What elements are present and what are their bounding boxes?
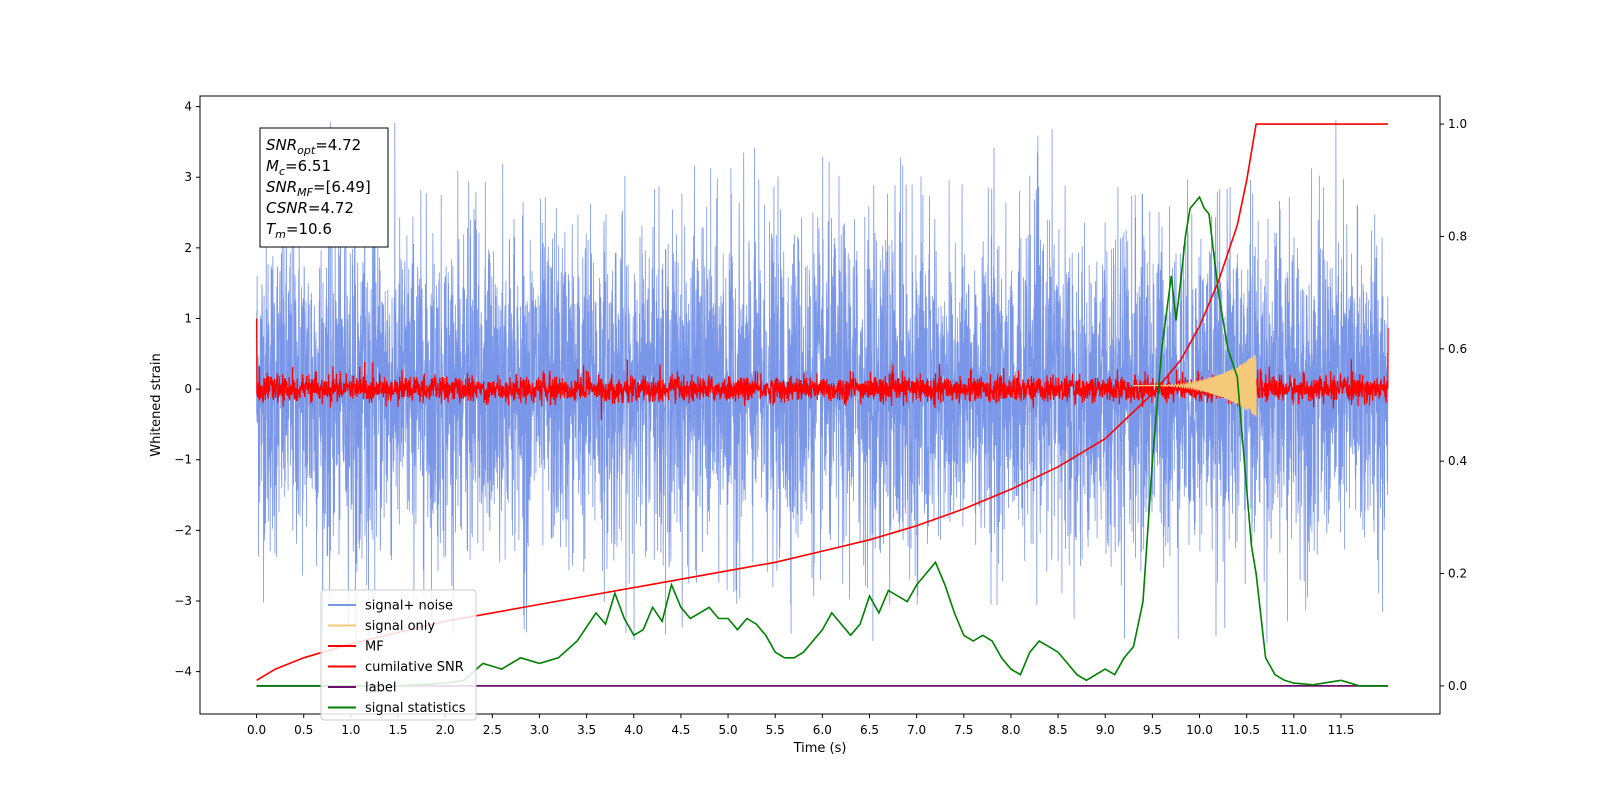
- x-tick-label: 10.0: [1186, 723, 1213, 737]
- y2-tick-label: 0.8: [1448, 229, 1467, 243]
- annotation-symbol: SNR: [266, 136, 297, 154]
- plot-frame: [199, 95, 1441, 715]
- y2-tick-label: 0.2: [1448, 567, 1467, 581]
- x-tick-label: 6.0: [813, 723, 832, 737]
- annotation-line: Mc=6.51: [266, 157, 331, 178]
- annotation-box: SNRopt=4.72Mc=6.51SNRMF=[6.49]CSNR=4.72T…: [259, 127, 389, 248]
- x-tick-label: 0.0: [247, 723, 266, 737]
- legend-item: signal only: [328, 619, 435, 634]
- annotation-value: =6.51: [285, 157, 331, 175]
- y2-tick-label: 0.6: [1448, 342, 1467, 356]
- annotation-symbol: CSNR: [266, 199, 308, 217]
- annotation-value: =4.72: [315, 136, 361, 154]
- legend: signal+ noise signal only MF cumilative SNR…: [320, 589, 477, 721]
- legend-item: signal statistics: [328, 701, 466, 716]
- x-tick-label: 0.5: [294, 723, 313, 737]
- y-tick-label: 0: [184, 382, 192, 396]
- x-tick-label: 8.0: [1001, 723, 1020, 737]
- x-axis-label: Time (s): [793, 741, 847, 756]
- x-tick-label: 11.0: [1280, 723, 1307, 737]
- series-signal-statistics: [256, 195, 1389, 687]
- y-tick-label: −1: [174, 453, 192, 467]
- y-tick-label: −4: [174, 665, 192, 679]
- legend-label: signal+ noise: [365, 599, 453, 614]
- x-tick-label: 1.0: [341, 723, 360, 737]
- x-tick-label: 6.5: [860, 723, 879, 737]
- annotation-value: =10.6: [286, 220, 332, 238]
- y-tick-label: 1: [184, 311, 192, 325]
- x-tick-label: 11.5: [1328, 723, 1355, 737]
- x-tick-label: 4.5: [671, 723, 690, 737]
- x-tick-label: 7.5: [954, 723, 973, 737]
- y-axis-label: Whitened strain: [149, 353, 164, 456]
- legend-label: signal statistics: [365, 701, 466, 716]
- annotation-symbol: SNR: [266, 178, 297, 196]
- annotation-subscript: opt: [297, 144, 316, 157]
- x-tick-label: 8.5: [1049, 723, 1068, 737]
- series-mf: [256, 318, 1389, 420]
- y-tick-label: 2: [184, 241, 192, 255]
- annotation-subscript: m: [275, 228, 286, 241]
- annotation-symbol: M: [266, 157, 279, 175]
- legend-label: label: [365, 681, 396, 696]
- x-tick-label: 5.0: [719, 723, 738, 737]
- annotation-subscript: MF: [297, 186, 313, 199]
- y2-tick-label: 0.0: [1448, 679, 1467, 693]
- y-ticks: 4 3 2 1 0 −1 −2 −3 −4: [174, 100, 200, 679]
- x-tick-label: 9.0: [1096, 723, 1115, 737]
- legend-label: cumilative SNR: [365, 660, 464, 675]
- annotation-value: =4.72: [308, 199, 354, 217]
- x-ticks: 0.0 0.5 1.0 1.5 2.0 2.5 3.0 3.5 4.0 4.5 5.0 5.5 6.0 6…: [247, 714, 1354, 737]
- y2-tick-label: 1.0: [1448, 117, 1467, 131]
- y2-tick-label: 0.4: [1448, 454, 1467, 468]
- annotation-line: SNRopt=4.72: [266, 136, 361, 157]
- x-tick-label: 2.5: [483, 723, 502, 737]
- legend-label: MF: [365, 640, 384, 655]
- annotation-value: =[6.49]: [313, 178, 371, 196]
- y-tick-label: 4: [184, 100, 192, 114]
- annotation-line: SNRMF=[6.49]: [266, 178, 371, 199]
- x-tick-label: 3.0: [530, 723, 549, 737]
- x-tick-label: 9.5: [1143, 723, 1162, 737]
- legend-item: label: [328, 681, 396, 696]
- annotation-line: CSNR=4.72: [266, 199, 354, 217]
- x-tick-label: 2.0: [436, 723, 455, 737]
- y-tick-label: −2: [174, 523, 192, 537]
- x-tick-label: 4.0: [624, 723, 643, 737]
- x-tick-label: 10.5: [1233, 723, 1260, 737]
- annotation-subscript: c: [279, 165, 285, 178]
- legend-item: cumilative SNR: [328, 660, 464, 675]
- y2-ticks: 1.0 0.8 0.6 0.4 0.2 0.0: [1440, 117, 1467, 693]
- x-tick-label: 5.5: [766, 723, 785, 737]
- y-tick-label: −3: [174, 594, 192, 608]
- y-tick-label: 3: [184, 170, 192, 184]
- legend-label: signal only: [365, 619, 435, 634]
- annotation-symbol: T: [266, 220, 277, 238]
- x-tick-label: 7.0: [907, 723, 926, 737]
- legend-item: MF: [328, 640, 384, 655]
- annotation-line: Tm=10.6: [266, 220, 332, 241]
- legend-item: signal+ noise: [328, 599, 453, 614]
- x-tick-label: 3.5: [577, 723, 596, 737]
- x-tick-label: 1.5: [388, 723, 407, 737]
